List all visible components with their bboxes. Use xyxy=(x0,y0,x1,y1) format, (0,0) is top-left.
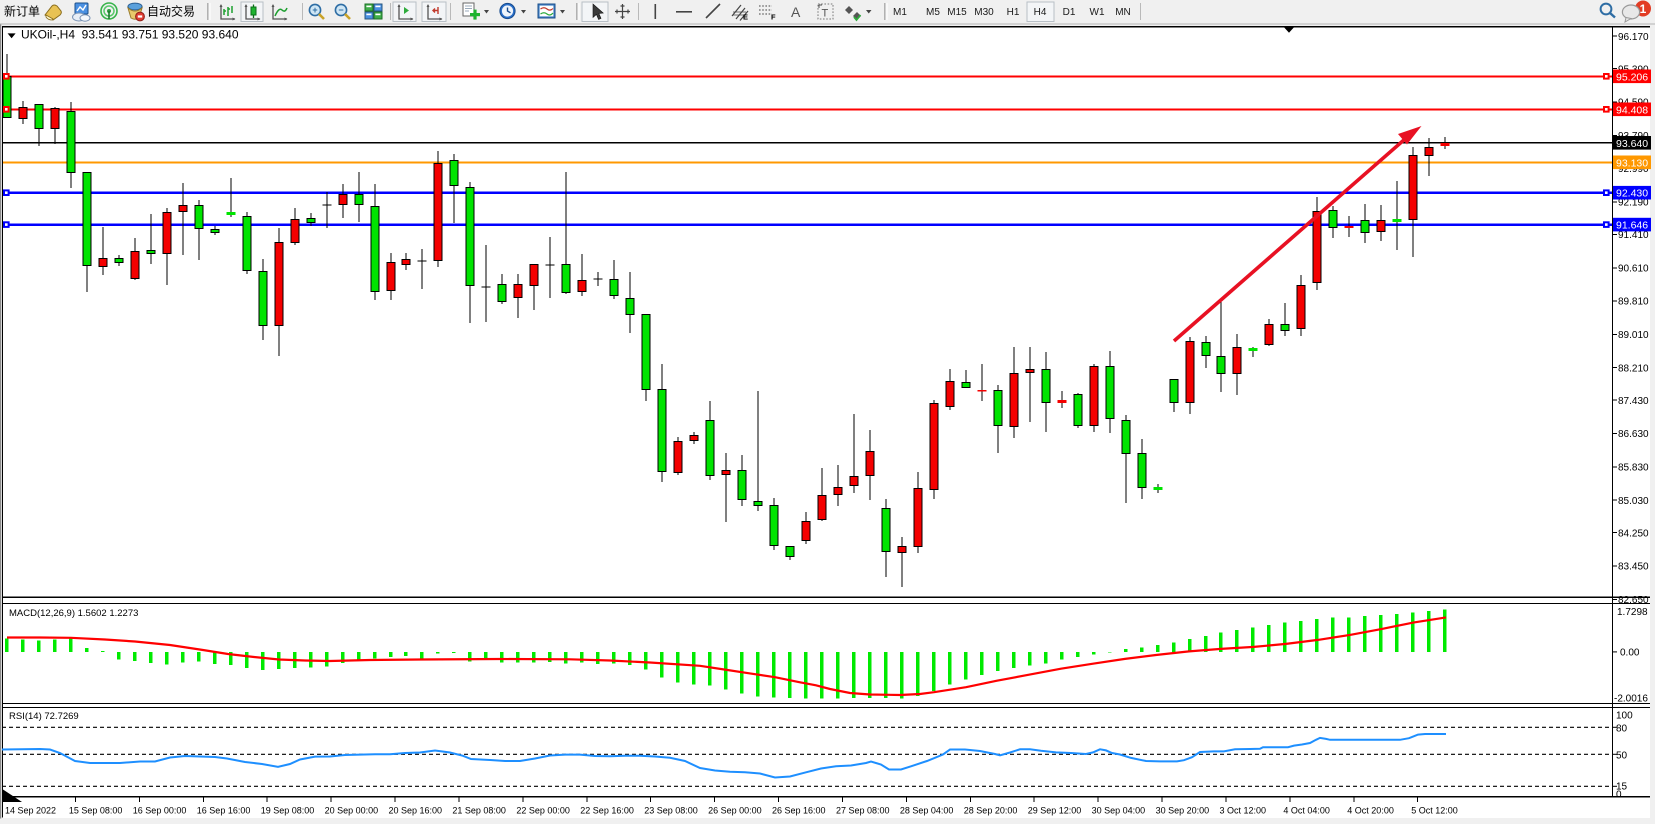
svg-text:E: E xyxy=(743,13,748,22)
svg-text:89.810: 89.810 xyxy=(1618,297,1649,308)
svg-text:27 Sep 08:00: 27 Sep 08:00 xyxy=(836,806,890,816)
svg-text:91.646: 91.646 xyxy=(1616,220,1648,232)
svg-text:自动交易: 自动交易 xyxy=(147,4,195,19)
svg-text:M30: M30 xyxy=(974,7,994,18)
svg-text:91.410: 91.410 xyxy=(1618,230,1649,241)
svg-text:H4: H4 xyxy=(1034,7,1047,18)
svg-text:92.430: 92.430 xyxy=(1616,188,1648,200)
svg-text:82.650: 82.650 xyxy=(1618,595,1649,606)
svg-text:19 Sep 08:00: 19 Sep 08:00 xyxy=(261,806,315,816)
svg-text:0.00: 0.00 xyxy=(1620,647,1640,658)
svg-text:M1: M1 xyxy=(893,7,907,18)
svg-text:21 Sep 08:00: 21 Sep 08:00 xyxy=(452,806,506,816)
svg-text:23 Sep 08:00: 23 Sep 08:00 xyxy=(644,806,698,816)
svg-text:4 Oct 04:00: 4 Oct 04:00 xyxy=(1283,806,1330,816)
svg-text:83.450: 83.450 xyxy=(1618,562,1649,573)
svg-text:50: 50 xyxy=(1616,750,1628,761)
svg-text:28 Sep 20:00: 28 Sep 20:00 xyxy=(964,806,1018,816)
svg-text:26 Sep 16:00: 26 Sep 16:00 xyxy=(772,806,826,816)
svg-text:20 Sep 00:00: 20 Sep 00:00 xyxy=(325,806,379,816)
svg-text:85.030: 85.030 xyxy=(1618,496,1649,507)
svg-text:4 Oct 20:00: 4 Oct 20:00 xyxy=(1347,806,1394,816)
svg-text:84.250: 84.250 xyxy=(1618,528,1649,539)
svg-text:-2.0016: -2.0016 xyxy=(1614,693,1648,704)
svg-text:5 Oct 12:00: 5 Oct 12:00 xyxy=(1411,806,1458,816)
svg-text:1.7298: 1.7298 xyxy=(1617,607,1648,618)
svg-text:22 Sep 16:00: 22 Sep 16:00 xyxy=(580,806,634,816)
svg-text:15: 15 xyxy=(1616,782,1628,793)
svg-text:85.830: 85.830 xyxy=(1618,463,1649,474)
svg-text:95.206: 95.206 xyxy=(1616,71,1648,83)
svg-text:88.210: 88.210 xyxy=(1618,363,1649,374)
svg-text:1: 1 xyxy=(1640,2,1647,16)
svg-text:16 Sep 00:00: 16 Sep 00:00 xyxy=(133,806,187,816)
svg-text:16 Sep 16:00: 16 Sep 16:00 xyxy=(197,806,251,816)
svg-text:93.640: 93.640 xyxy=(1616,138,1648,150)
svg-text:20 Sep 16:00: 20 Sep 16:00 xyxy=(389,806,443,816)
svg-text:3 Oct 12:00: 3 Oct 12:00 xyxy=(1220,806,1267,816)
svg-text:87.430: 87.430 xyxy=(1618,396,1649,407)
svg-text:14 Sep 2022: 14 Sep 2022 xyxy=(5,806,56,816)
svg-text:30 Sep 04:00: 30 Sep 04:00 xyxy=(1092,806,1146,816)
svg-text:96.170: 96.170 xyxy=(1618,32,1649,43)
svg-text:89.010: 89.010 xyxy=(1618,330,1649,341)
svg-text:−: − xyxy=(338,5,343,15)
svg-text:M5: M5 xyxy=(926,7,940,18)
svg-text:新订单: 新订单 xyxy=(4,4,40,19)
svg-text:92.190: 92.190 xyxy=(1618,198,1649,209)
svg-text:100: 100 xyxy=(1616,711,1633,722)
svg-text:90.610: 90.610 xyxy=(1618,263,1649,274)
svg-text:93.130: 93.130 xyxy=(1616,157,1648,169)
svg-text:D1: D1 xyxy=(1063,7,1076,18)
svg-text:A: A xyxy=(791,4,801,20)
svg-text:92.990: 92.990 xyxy=(1618,164,1649,175)
svg-text:30 Sep 20:00: 30 Sep 20:00 xyxy=(1156,806,1210,816)
svg-text:RSI(14) 72.7269: RSI(14) 72.7269 xyxy=(9,711,79,722)
svg-text:MN: MN xyxy=(1115,7,1131,18)
svg-text:UKOil-,H4 93.541 93.751 93.52: UKOil-,H4 93.541 93.751 93.520 93.640 xyxy=(21,28,239,42)
svg-text:80: 80 xyxy=(1616,723,1628,734)
svg-text:0: 0 xyxy=(1616,790,1622,801)
svg-text:MACD(12,26,9) 1.5602 1.2273: MACD(12,26,9) 1.5602 1.2273 xyxy=(9,608,138,619)
svg-text:26 Sep 00:00: 26 Sep 00:00 xyxy=(708,806,762,816)
svg-text:W1: W1 xyxy=(1090,7,1105,18)
svg-text:29 Sep 12:00: 29 Sep 12:00 xyxy=(1028,806,1082,816)
svg-text:T: T xyxy=(822,8,829,20)
svg-text:86.630: 86.630 xyxy=(1618,429,1649,440)
svg-text:22 Sep 00:00: 22 Sep 00:00 xyxy=(516,806,570,816)
svg-text:H1: H1 xyxy=(1007,7,1020,18)
svg-text:+: + xyxy=(312,5,317,15)
svg-text:15 Sep 08:00: 15 Sep 08:00 xyxy=(69,806,123,816)
svg-text:M15: M15 xyxy=(947,7,967,18)
svg-text:F: F xyxy=(771,13,776,22)
svg-text:94.408: 94.408 xyxy=(1616,104,1648,116)
svg-text:28 Sep 04:00: 28 Sep 04:00 xyxy=(900,806,954,816)
